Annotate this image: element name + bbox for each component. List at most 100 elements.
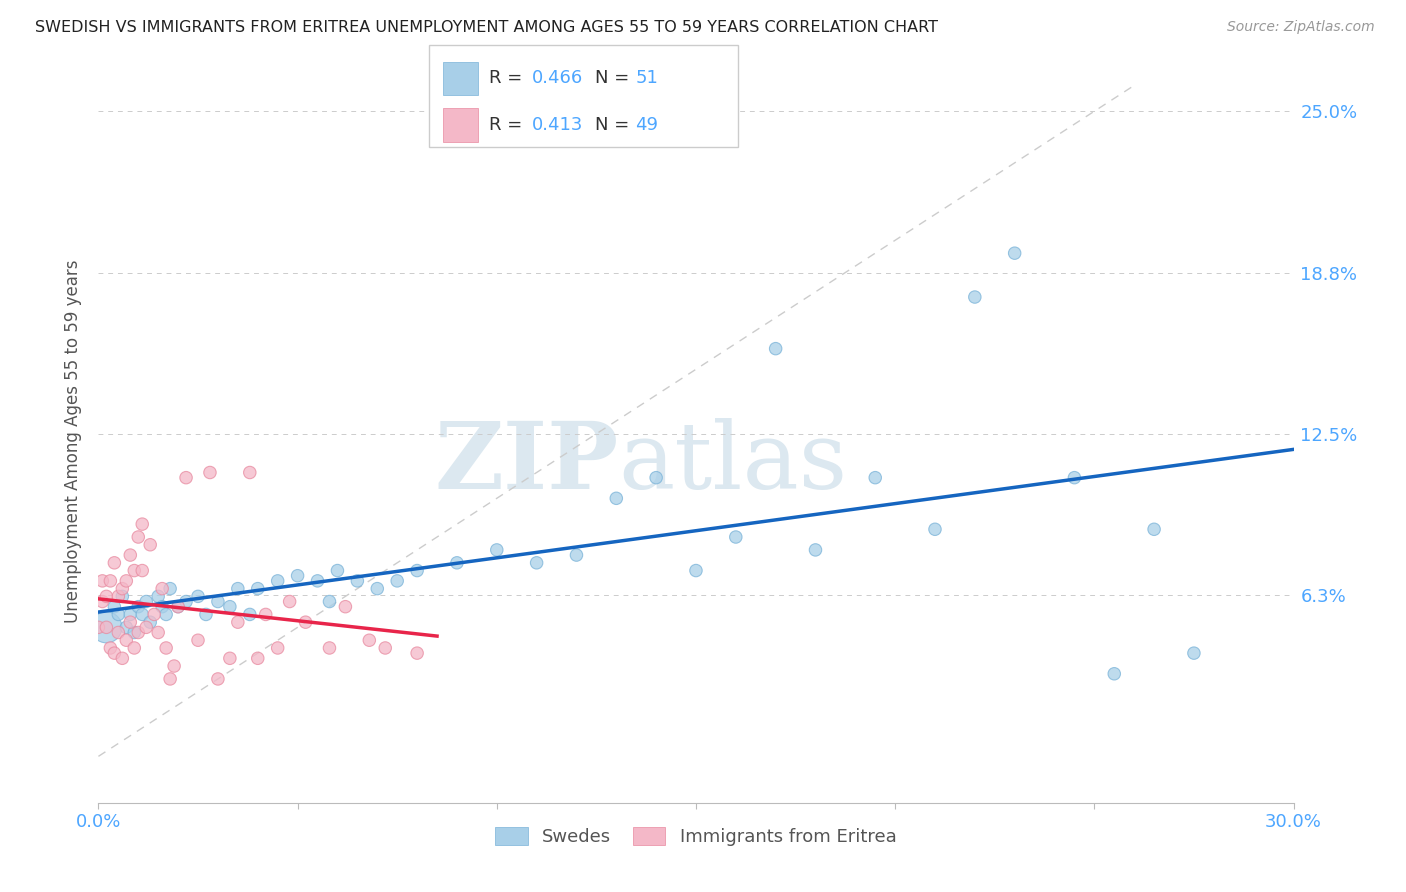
Point (219, 651, 242, 665)
Point (374, 640, 396, 655)
Point (167, 599, 190, 614)
Point (103, 599, 125, 614)
Point (307, 574, 329, 588)
Point (1063, 471, 1085, 485)
Point (924, 522, 946, 536)
Point (804, 542, 827, 557)
Point (131, 607, 153, 622)
Point (254, 607, 277, 622)
Point (159, 582, 181, 596)
Point (226, 582, 249, 596)
Point (195, 607, 218, 622)
Point (406, 646, 429, 660)
Point (239, 607, 262, 622)
Point (115, 633, 138, 648)
Point (155, 607, 177, 622)
Point (155, 640, 177, 655)
Point (87, 620, 110, 634)
Point (246, 582, 269, 596)
Point (1143, 522, 1166, 536)
Point (1004, 246, 1026, 260)
Point (335, 599, 357, 614)
Point (565, 548, 588, 562)
Point (107, 625, 129, 640)
Text: R =: R = (489, 70, 529, 87)
Point (526, 556, 548, 570)
Point (115, 620, 138, 634)
Point (359, 633, 381, 648)
Point (150, 599, 173, 614)
Point (124, 564, 146, 578)
Text: SWEDISH VS IMMIGRANTS FROM ERITREA UNEMPLOYMENT AMONG AGES 55 TO 59 YEARS CORREL: SWEDISH VS IMMIGRANTS FROM ERITREA UNEMP… (35, 20, 938, 35)
Point (143, 607, 166, 622)
Point (267, 574, 290, 588)
Point (226, 615, 249, 630)
Text: atlas: atlas (619, 418, 848, 508)
Point (318, 640, 340, 655)
Text: Source: ZipAtlas.com: Source: ZipAtlas.com (1227, 20, 1375, 34)
Point (765, 342, 787, 356)
Point (485, 542, 508, 557)
Point (111, 582, 134, 596)
Point (278, 594, 301, 608)
Point (645, 471, 668, 485)
Point (98, 574, 122, 588)
Point (207, 594, 229, 608)
Point (91, 594, 114, 608)
Point (124, 640, 146, 655)
Point (267, 640, 290, 655)
Point (239, 466, 262, 480)
Point (1182, 646, 1205, 660)
Point (131, 517, 153, 532)
Legend: Swedes, Immigrants from Eritrea: Swedes, Immigrants from Eritrea (486, 818, 905, 855)
Point (148, 625, 170, 640)
Point (385, 574, 409, 588)
Point (187, 633, 209, 648)
Point (111, 590, 134, 604)
Text: 49: 49 (636, 116, 658, 134)
Point (96, 620, 118, 634)
Point (346, 574, 368, 588)
Point (103, 646, 125, 660)
Point (865, 471, 887, 485)
Point (207, 672, 229, 686)
Point (135, 620, 157, 634)
Point (294, 615, 316, 630)
Point (198, 466, 221, 480)
Point (135, 594, 157, 608)
Text: 0.466: 0.466 (531, 70, 582, 87)
Point (724, 530, 747, 544)
Point (167, 599, 190, 614)
Point (366, 582, 388, 596)
Point (96, 590, 118, 604)
Point (963, 290, 986, 304)
Point (131, 564, 153, 578)
Point (159, 672, 181, 686)
Point (124, 625, 146, 640)
Point (1104, 666, 1126, 681)
Y-axis label: Unemployment Among Ages 55 to 59 years: Unemployment Among Ages 55 to 59 years (63, 260, 82, 624)
Point (187, 590, 209, 604)
Text: R =: R = (489, 116, 529, 134)
Point (115, 574, 138, 588)
Point (148, 590, 170, 604)
Point (174, 471, 197, 485)
Point (127, 530, 149, 544)
Point (120, 615, 142, 630)
Text: N =: N = (595, 116, 634, 134)
Point (120, 548, 142, 562)
Point (111, 651, 134, 665)
Point (446, 556, 468, 570)
Point (326, 564, 349, 578)
Point (287, 568, 309, 582)
Point (139, 615, 162, 630)
Point (139, 538, 162, 552)
Point (219, 599, 242, 614)
Point (91, 574, 114, 588)
Point (605, 491, 627, 506)
Point (685, 564, 707, 578)
Point (127, 625, 149, 640)
Point (107, 590, 129, 604)
Point (406, 564, 429, 578)
Point (107, 607, 129, 622)
